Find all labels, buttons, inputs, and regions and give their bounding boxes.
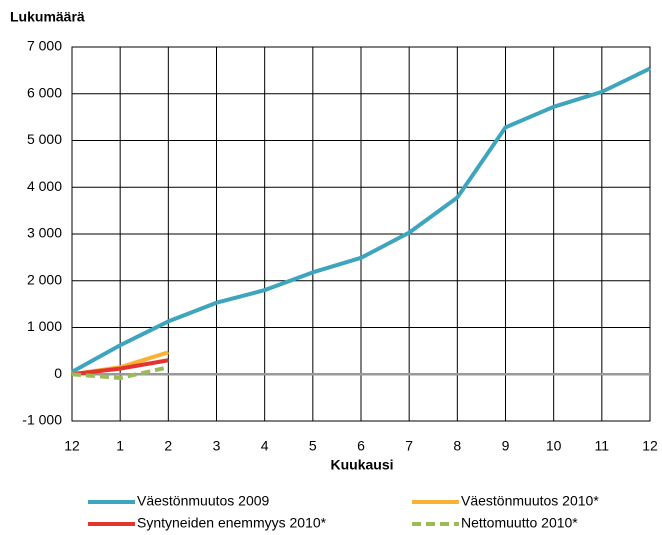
y-tick-label: 7 000 [27, 38, 62, 54]
x-tick-label: 2 [164, 438, 172, 454]
x-tick-label: 6 [357, 438, 365, 454]
y-tick-label: 0 [54, 365, 62, 381]
x-tick-label: 11 [595, 438, 610, 454]
y-tick-label: 4 000 [27, 178, 62, 194]
x-axis-label: Kuukausi [330, 457, 393, 473]
x-tick-label: 1 [116, 438, 124, 454]
y-axis-label: Lukumäärä [10, 9, 85, 25]
x-tick-label: 9 [502, 438, 510, 454]
series-line [71, 66, 651, 374]
x-tick-label: 12 [642, 438, 658, 454]
x-tick-label: 4 [261, 438, 269, 454]
x-tick-label: 12 [64, 438, 80, 454]
legend-label: Väestönmuutos 2010* [461, 493, 599, 509]
series-line [71, 365, 169, 380]
legend-label: Syntyneiden enemmyys 2010* [137, 515, 327, 531]
x-tick-label: 7 [405, 438, 413, 454]
x-tick-label: 10 [546, 438, 562, 454]
y-tick-label: 2 000 [27, 271, 62, 287]
legend-label: Nettomuutto 2010* [461, 515, 578, 531]
y-tick-label: 1 000 [27, 318, 62, 334]
plot-border [71, 46, 651, 422]
y-tick-label: 6 000 [27, 84, 62, 100]
x-tick-label: 3 [213, 438, 221, 454]
y-tick-label: 3 000 [27, 225, 62, 241]
series-line [71, 358, 169, 377]
y-tick-label: 5 000 [27, 131, 62, 147]
x-tick-label: 8 [453, 438, 461, 454]
legend-label: Väestönmuutos 2009 [137, 493, 270, 509]
x-tick-label: 5 [309, 438, 317, 454]
y-tick-label: -1 000 [22, 412, 62, 428]
